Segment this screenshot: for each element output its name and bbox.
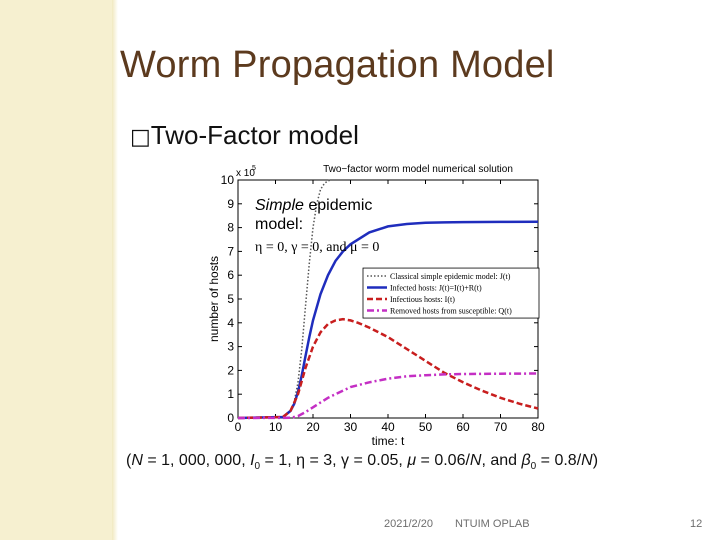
y-tick-label: 0 xyxy=(227,411,234,425)
y-tick-label: 4 xyxy=(227,316,234,330)
y-tick-label: 9 xyxy=(227,197,234,211)
slide-title: Worm Propagation Model xyxy=(120,44,555,86)
x-tick-label: 50 xyxy=(419,420,433,434)
annotation-epidemic: epidemic xyxy=(303,197,373,214)
legend-label-3: Infectious hosts: I(t) xyxy=(390,295,455,304)
y-tick-label: 7 xyxy=(227,244,234,258)
legend-label-4: Removed hosts from susceptible: Q(t) xyxy=(390,307,512,316)
y-multiplier-exponent: 5 xyxy=(252,165,256,172)
legend-box xyxy=(362,267,540,319)
legend-label-1: Classical simple epidemic model: J(t) xyxy=(390,272,511,281)
footer-date: 2021/2/20 xyxy=(384,518,433,530)
x-tick-label: 10 xyxy=(269,420,283,434)
y-tick-label: 2 xyxy=(227,363,234,377)
left-decorative-band xyxy=(0,0,112,540)
annotation-model: model: xyxy=(255,216,304,233)
page-number: 12 xyxy=(690,518,703,530)
x-axis-label: time: t xyxy=(372,434,405,448)
footer-org: NTUIM OPLAB xyxy=(455,518,530,530)
y-tick-label: 8 xyxy=(227,221,234,235)
line-chart: Two−factor worm model numerical solution… xyxy=(207,164,545,448)
y-tick-label: 1 xyxy=(227,387,234,401)
x-tick-label: 40 xyxy=(381,420,395,434)
model-parameters: (N = 1, 000, 000, I0 = 1, η = 3, γ = 0.0… xyxy=(126,452,599,473)
y-tick-label: 3 xyxy=(227,340,234,354)
y-tick-label: 10 xyxy=(221,173,235,187)
y-tick-label: 6 xyxy=(227,268,234,282)
series-line-4 xyxy=(237,372,539,420)
chart-container: Two−factor worm model numerical solution… xyxy=(200,160,550,450)
x-tick-label: 70 xyxy=(494,420,508,434)
y-tick-label: 5 xyxy=(227,292,234,306)
bullet-box-icon: □ xyxy=(130,125,151,150)
annotation-simple: Simple xyxy=(255,197,304,214)
x-tick-label: 20 xyxy=(306,420,320,434)
legend-label-2: Infected hosts: J(t)=I(t)+R(t) xyxy=(390,284,482,293)
chart-annotation: Simple epidemic model: η = 0, γ = 0, and… xyxy=(255,196,485,257)
bullet-text: Two-Factor model xyxy=(150,120,359,150)
x-tick-label: 30 xyxy=(344,420,358,434)
y-multiplier: x 10 xyxy=(236,168,255,179)
x-tick-label: 0 xyxy=(235,420,242,434)
series-line-3 xyxy=(237,317,539,420)
bullet-item: □Two-Factor model xyxy=(130,120,359,151)
y-axis-label: number of hosts xyxy=(207,256,221,342)
x-tick-label: 80 xyxy=(531,420,545,434)
x-tick-label: 60 xyxy=(456,420,470,434)
annotation-params: η = 0, γ = 0, and μ = 0 xyxy=(255,240,380,255)
chart-title: Two−factor worm model numerical solution xyxy=(323,164,513,175)
left-band-edge xyxy=(112,0,118,540)
